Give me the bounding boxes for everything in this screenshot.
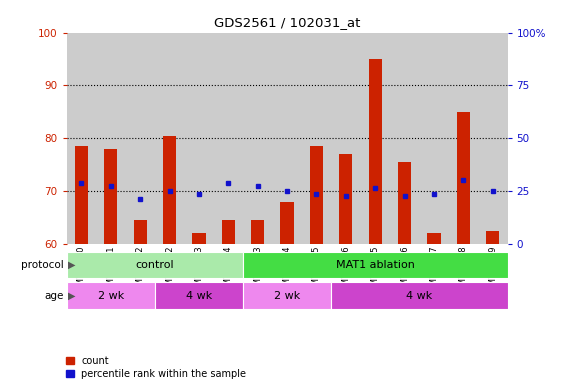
Text: 2 wk: 2 wk	[274, 291, 300, 301]
Bar	[133, 220, 147, 244]
Text: 2 wk: 2 wk	[97, 291, 124, 301]
Bar	[457, 112, 470, 244]
Bar	[331, 282, 508, 309]
Bar	[222, 220, 235, 244]
Bar	[155, 282, 243, 309]
Text: GDS2561 / 102031_at: GDS2561 / 102031_at	[214, 16, 360, 29]
Text: 4 wk: 4 wk	[186, 291, 212, 301]
Legend: count, percentile rank within the sample: count, percentile rank within the sample	[66, 356, 246, 379]
Text: control: control	[136, 260, 174, 270]
Bar	[67, 252, 243, 278]
Bar	[163, 136, 176, 244]
Bar	[243, 282, 331, 309]
Bar	[251, 220, 264, 244]
Bar	[486, 231, 499, 244]
Bar	[339, 154, 353, 244]
Text: MAT1 ablation: MAT1 ablation	[336, 260, 415, 270]
Bar	[427, 233, 441, 244]
Bar	[75, 146, 88, 244]
Bar	[281, 202, 293, 244]
Bar	[104, 149, 117, 244]
Bar	[67, 282, 155, 309]
Bar	[193, 233, 205, 244]
Text: ▶: ▶	[68, 291, 75, 301]
Bar	[369, 59, 382, 244]
Text: age: age	[45, 291, 64, 301]
Bar	[398, 162, 411, 244]
Bar	[310, 146, 323, 244]
Bar	[243, 252, 508, 278]
Text: protocol: protocol	[21, 260, 64, 270]
Text: 4 wk: 4 wk	[406, 291, 433, 301]
Text: ▶: ▶	[68, 260, 75, 270]
